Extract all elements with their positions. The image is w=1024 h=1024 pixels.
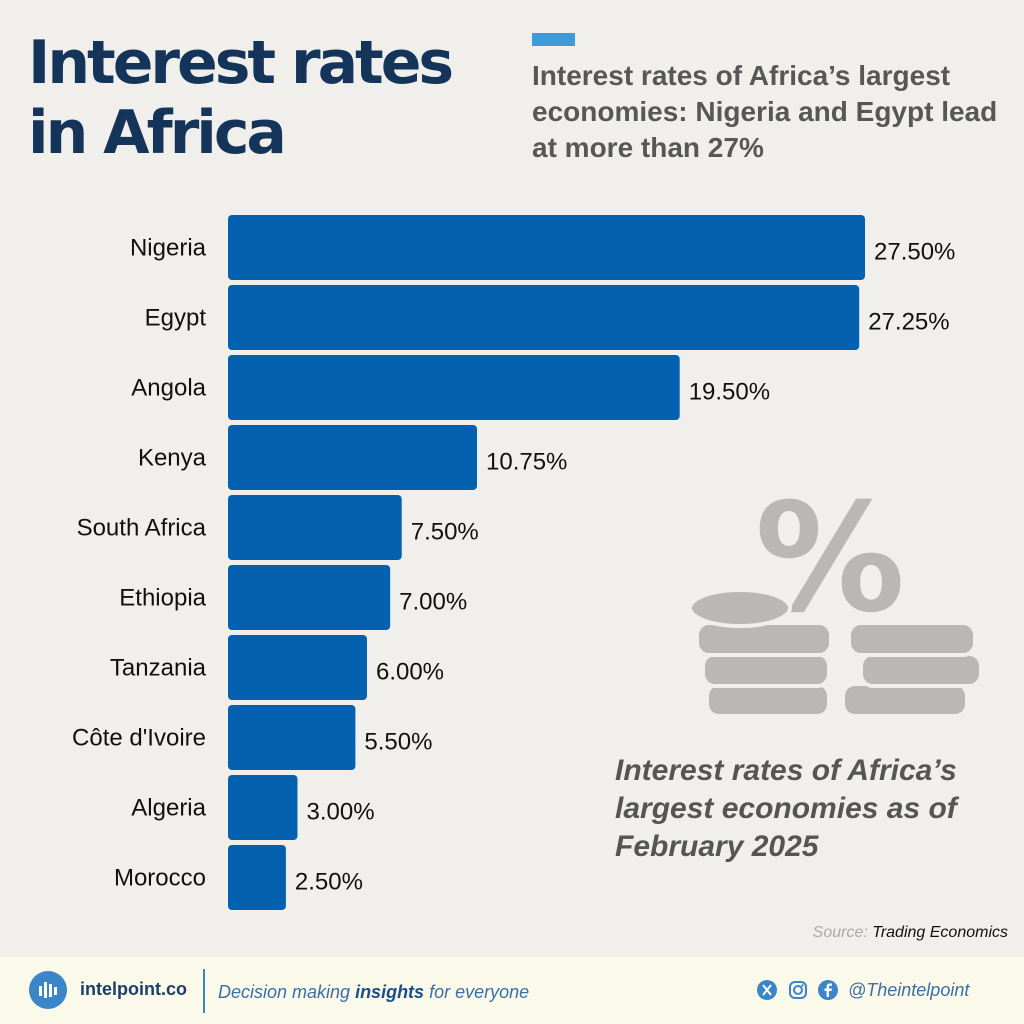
value-label: 5.50% — [364, 729, 432, 756]
percent-coins-illustration: % — [688, 472, 983, 718]
bar-morocco — [228, 845, 286, 910]
category-label: Ethiopia — [119, 585, 206, 612]
social-handle[interactable]: @Theintelpoint — [848, 980, 970, 1000]
bar-angola — [228, 355, 680, 420]
category-label: Algeria — [131, 795, 206, 822]
category-label: Kenya — [138, 445, 207, 472]
x-icon[interactable] — [757, 980, 777, 1000]
footer-divider — [203, 969, 205, 1013]
page-title: Interest rates in Africa — [28, 28, 454, 168]
value-label: 19.50% — [689, 379, 770, 406]
bar-south-africa — [228, 495, 402, 560]
coins-icon — [688, 588, 983, 718]
bar-egypt — [228, 285, 860, 350]
bar-tanzania — [228, 635, 367, 700]
chart-subtitle: Interest rates of Africa’s largest econo… — [532, 60, 998, 163]
category-label: Tanzania — [110, 655, 207, 682]
category-label: Morocco — [114, 865, 206, 892]
facebook-icon[interactable] — [818, 980, 838, 1000]
bars-group: Nigeria 27.50% Egypt 27.25% Angola 19.50% Keny… — [72, 215, 955, 910]
category-label: Nigeria — [130, 235, 207, 262]
instagram-icon[interactable] — [788, 980, 808, 1000]
category-label: Egypt — [145, 305, 207, 332]
source-name: Trading Economics — [872, 924, 1008, 941]
value-label: 2.50% — [295, 869, 363, 896]
value-label: 27.50% — [874, 239, 955, 266]
value-label: 6.00% — [376, 659, 444, 686]
value-label: 7.50% — [411, 519, 479, 546]
chart-note: Interest rates of Africa’s largest econo… — [615, 754, 957, 863]
brand-link[interactable]: intelpoint.co — [80, 979, 187, 999]
bar-nigeria — [228, 215, 865, 280]
bar-ethiopia — [228, 565, 391, 630]
value-label: 10.75% — [486, 449, 567, 476]
value-label: 3.00% — [306, 799, 374, 826]
tagline: Decision making insights for everyone — [218, 982, 530, 1002]
bar-chart: Nigeria 27.50% Egypt 27.25% Angola 19.50% Keny… — [72, 215, 983, 910]
intelpoint-logo-icon[interactable] — [29, 971, 67, 1009]
footer: intelpoint.co Decision making insights f… — [0, 957, 1024, 1024]
bar-c-te-d-ivoire — [228, 705, 356, 770]
bar-kenya — [228, 425, 478, 490]
category-label: Côte d'Ivoire — [72, 725, 206, 752]
category-label: South Africa — [77, 515, 207, 542]
category-label: Angola — [131, 375, 206, 402]
accent-bar — [532, 33, 575, 46]
bar-algeria — [228, 775, 298, 840]
value-label: 27.25% — [868, 309, 949, 336]
source-prefix: Source: — [812, 924, 868, 941]
value-label: 7.00% — [399, 589, 467, 616]
source-credit: Source: Trading Economics — [813, 924, 1008, 942]
